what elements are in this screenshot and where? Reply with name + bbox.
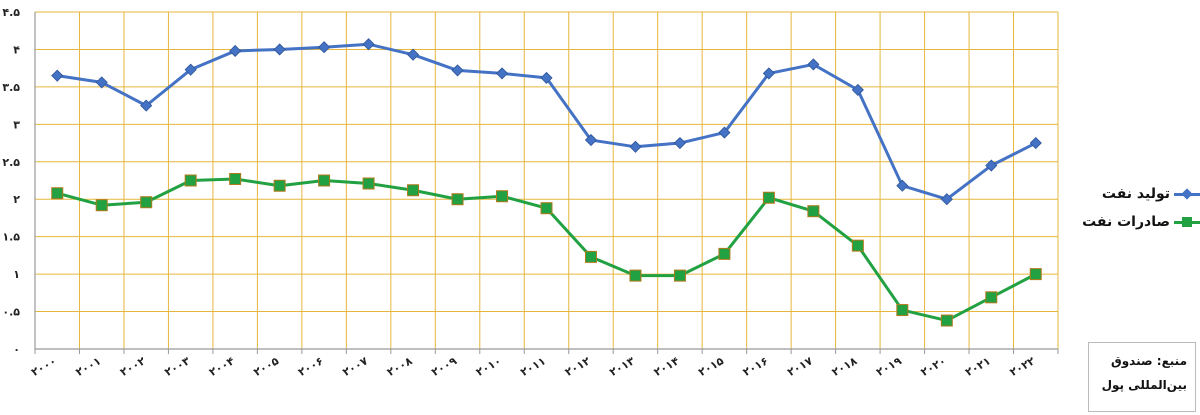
x-tick-label: ۲۰۱۸	[830, 354, 860, 379]
y-tick-label: ۴.۵	[2, 6, 20, 19]
y-tick-label: ۳.۵	[2, 81, 20, 94]
x-tick-label: ۲۰۱۵	[696, 354, 726, 379]
data-point	[495, 67, 509, 80]
y-tick-label: ۴	[13, 43, 20, 56]
x-tick-label: ۲۰۲۰	[919, 354, 949, 379]
data-point	[273, 179, 286, 192]
data-point	[318, 174, 331, 187]
data-point	[584, 250, 597, 263]
x-tick-label: ۲۰۱۰	[474, 354, 504, 379]
data-point	[762, 67, 775, 80]
data-point	[718, 247, 731, 260]
source-note: منبع: صندوق بین‌المللی پول	[1088, 342, 1196, 412]
data-point	[362, 38, 375, 51]
source-line-1: منبع: صندوق	[1110, 354, 1187, 368]
data-point	[51, 187, 64, 200]
y-tick-label: ۲	[13, 193, 20, 206]
x-tick-label: ۲۰۰۴	[207, 354, 237, 379]
series-production	[51, 38, 1042, 206]
x-tick-label: ۲۰۲۲	[1007, 354, 1037, 379]
y-tick-label: ۲.۵	[2, 156, 20, 169]
x-tick-label: ۲۰۰۳	[162, 354, 192, 379]
x-tick-label: ۲۰۰۹	[429, 354, 459, 379]
legend-item-exports: صادرات نفت	[1075, 208, 1200, 236]
x-tick-label: ۲۰۱۶	[741, 354, 771, 379]
series-line	[56, 177, 1037, 323]
x-tick-label: ۲۰۰۰	[29, 354, 59, 379]
x-tick-label: ۲۰۰۲	[118, 354, 148, 379]
x-tick-label: ۲۰۱۱	[518, 354, 548, 379]
y-tick-label: ۳	[13, 118, 20, 131]
data-point	[584, 133, 598, 147]
data-point	[184, 63, 197, 76]
data-point	[318, 41, 331, 54]
data-point	[629, 140, 642, 153]
data-point	[540, 202, 553, 215]
x-tick-label: ۲۰۰۶	[296, 354, 326, 379]
x-tick-label: ۲۰۱۹	[874, 354, 904, 379]
y-tick-label: ۰.۵	[2, 306, 20, 319]
data-point	[718, 126, 731, 139]
data-point	[95, 76, 108, 89]
series-line	[57, 42, 1037, 201]
legend-item-production: تولید نفت	[1075, 180, 1200, 208]
data-point	[1029, 268, 1042, 281]
data-point	[362, 177, 375, 190]
data-point	[407, 184, 420, 197]
data-point	[940, 193, 953, 206]
y-tick-label: ۱.۵	[2, 231, 20, 244]
data-point	[940, 314, 953, 327]
data-point	[140, 99, 153, 112]
x-tick-label: ۲۰۲۱	[963, 354, 993, 379]
data-point	[540, 71, 553, 84]
legend-label-exports: صادرات نفت	[1082, 214, 1170, 230]
data-point	[762, 191, 775, 204]
data-point	[1029, 136, 1042, 150]
legend-label-production: تولید نفت	[1101, 186, 1170, 202]
data-point	[273, 43, 286, 56]
data-point	[807, 205, 820, 218]
x-tick-label: ۲۰۱۴	[652, 354, 682, 379]
data-point	[896, 179, 909, 192]
x-tick-label: ۲۰۰۵	[251, 354, 281, 379]
data-point	[807, 58, 820, 71]
data-point	[451, 193, 464, 206]
x-tick-label: ۲۰۰۷	[340, 354, 370, 379]
axes: ۰ ۰.۵ ۱ ۱.۵ ۲ ۲.۵ ۳ ۳.۵ ۴ ۴.۵ ۲۰۰۰ ۲۰۰۱ ۲۰۰۲ ۲۰۰۳ ۲۰۰۴…	[2, 6, 1059, 379]
x-tick-label: ۲۰۰۸	[385, 354, 415, 379]
series-exports	[51, 173, 1042, 327]
data-point	[629, 269, 642, 282]
data-point	[851, 239, 864, 252]
y-tick-label: ۰	[13, 343, 20, 356]
data-point	[184, 174, 197, 187]
series	[51, 38, 1042, 327]
data-point	[229, 173, 242, 186]
data-point	[985, 159, 998, 172]
data-point	[140, 196, 153, 209]
legend: تولید نفت صادرات نفت	[1075, 180, 1200, 236]
data-point	[985, 291, 998, 304]
x-tick-label: ۲۰۱۷	[785, 354, 815, 379]
legend-swatch-production	[1174, 187, 1200, 201]
data-point	[95, 199, 108, 212]
data-point	[851, 83, 864, 96]
source-line-2: بین‌المللی پول	[1101, 378, 1187, 392]
data-point	[451, 64, 464, 77]
x-tick-label: ۲۰۱۳	[607, 354, 637, 379]
data-point	[51, 69, 64, 82]
x-tick-label: ۲۰۰۱	[73, 354, 103, 379]
y-tick-label: ۱	[13, 268, 20, 281]
x-tick-label: ۲۰۱۲	[563, 354, 593, 379]
data-point	[496, 190, 509, 203]
data-point	[896, 304, 909, 317]
data-point	[229, 44, 242, 58]
data-point	[673, 136, 687, 150]
data-point	[406, 48, 420, 61]
data-point	[673, 269, 686, 282]
legend-swatch-exports	[1174, 215, 1200, 229]
